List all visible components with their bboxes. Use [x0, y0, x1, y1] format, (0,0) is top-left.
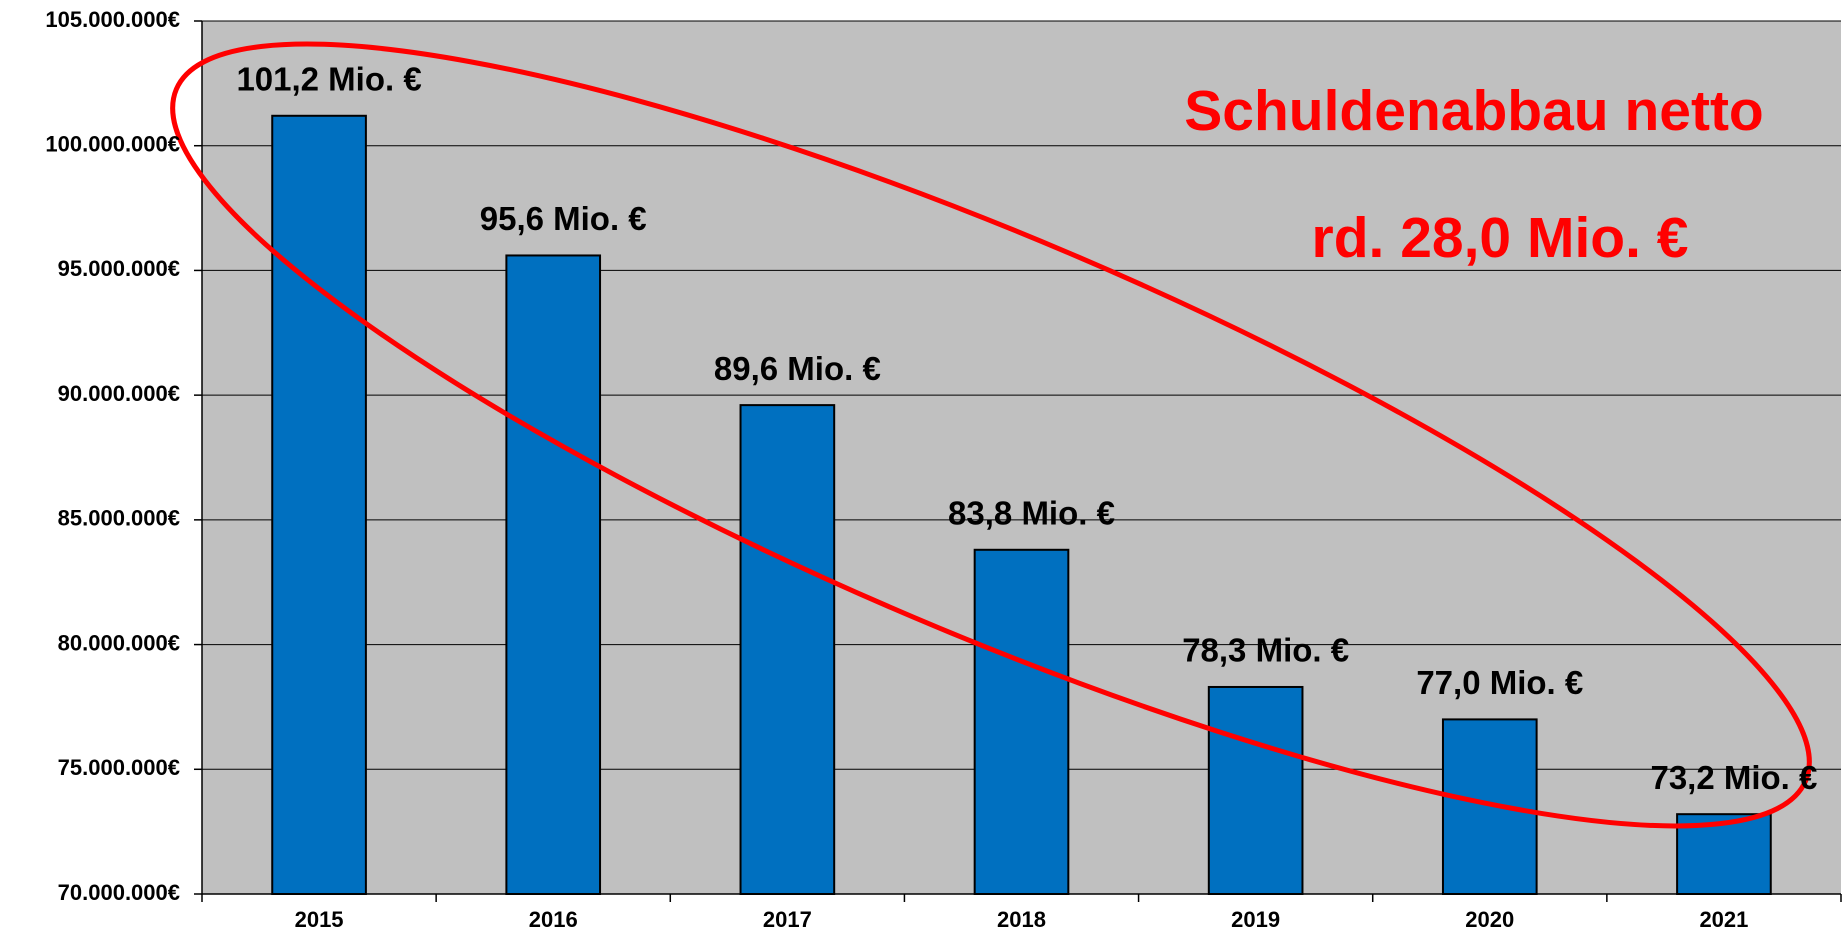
y-tick-label: 105.000.000€: [45, 7, 180, 32]
y-tick-label: 75.000.000€: [58, 755, 180, 780]
y-tick-label: 90.000.000€: [58, 381, 180, 406]
y-tick-label: 85.000.000€: [58, 506, 180, 531]
y-tick-label: 70.000.000€: [58, 880, 180, 905]
y-tick-label: 100.000.000€: [45, 132, 180, 157]
value-label: 101,2 Mio. €: [236, 61, 421, 98]
annotation: Schuldenabbau netto: [1184, 79, 1764, 143]
x-tick-label: 2020: [1465, 907, 1514, 932]
value-label: 95,6 Mio. €: [480, 200, 647, 237]
bar: [505, 254, 602, 896]
highlight-ellipse: [170, 41, 1812, 829]
bars: [271, 114, 1772, 896]
value-label: 78,3 Mio. €: [1182, 632, 1349, 669]
bar: [1441, 718, 1538, 896]
x-tick-label: 2018: [997, 907, 1046, 932]
value-label: 89,6 Mio. €: [714, 350, 881, 387]
x-tick-label: 2017: [763, 907, 812, 932]
x-tick-label: 2015: [295, 907, 344, 932]
value-label: 73,2 Mio. €: [1650, 759, 1817, 796]
value-label: 77,0 Mio. €: [1416, 664, 1583, 701]
bar: [973, 548, 1070, 895]
x-tick-label: 2019: [1231, 907, 1280, 932]
bar: [739, 404, 836, 895]
bar: [271, 114, 367, 896]
y-tick-label: 80.000.000€: [58, 630, 180, 655]
x-tick-label: 2021: [1699, 907, 1748, 932]
x-tick-label: 2016: [529, 907, 578, 932]
bar: [1207, 685, 1304, 896]
value-label: 83,8 Mio. €: [948, 495, 1115, 532]
y-tick-label: 95.000.000€: [58, 256, 180, 281]
annotation: rd. 28,0 Mio. €: [1312, 206, 1689, 270]
